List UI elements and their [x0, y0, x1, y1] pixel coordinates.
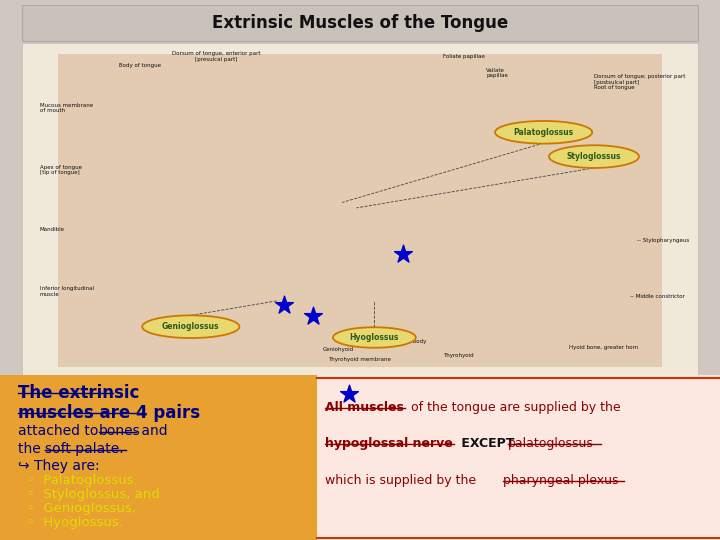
Text: Styloglossus: Styloglossus: [567, 152, 621, 161]
Point: [397, 249, 409, 258]
Text: Inferior longitudinal
muscle: Inferior longitudinal muscle: [40, 286, 94, 297]
Text: Dorsum of tongue; posterior part
[postsulcal part]
Root of tongue: Dorsum of tongue; posterior part [postsu…: [594, 74, 685, 90]
Text: ◦  Palatoglossus.: ◦ Palatoglossus.: [27, 474, 138, 487]
Text: All muscles: All muscles: [325, 401, 405, 414]
Text: EXCEPT: EXCEPT: [457, 437, 519, 450]
Point: [279, 301, 290, 309]
Text: ◦  Styloglossus, and: ◦ Styloglossus, and: [27, 488, 160, 501]
Text: Hyoglossus: Hyoglossus: [350, 333, 399, 342]
Text: Thyrohyoid membrane: Thyrohyoid membrane: [328, 357, 390, 362]
Text: Genioglossus: Genioglossus: [162, 322, 220, 331]
FancyBboxPatch shape: [58, 54, 662, 367]
Text: Mandible: Mandible: [40, 227, 65, 232]
Text: Apex of tongue
[tip of tongue]: Apex of tongue [tip of tongue]: [40, 165, 81, 176]
Point: [343, 390, 355, 399]
Text: Dorsum of tongue, anterior part
[presulcal part]: Dorsum of tongue, anterior part [presulc…: [172, 51, 260, 62]
Text: Hyoid bone, body: Hyoid bone, body: [378, 339, 426, 344]
Text: ↪ They are:: ↪ They are:: [18, 459, 99, 473]
Text: Extrinsic Muscles of the Tongue: Extrinsic Muscles of the Tongue: [212, 14, 508, 32]
Ellipse shape: [333, 327, 416, 348]
Text: Geniohyoid: Geniohyoid: [323, 347, 354, 353]
Text: The extrinsic: The extrinsic: [18, 384, 140, 402]
Point: [307, 312, 319, 320]
Text: bones: bones: [99, 424, 140, 438]
Text: Hyoid bone, greater horn: Hyoid bone, greater horn: [569, 345, 638, 350]
Text: Vallate
papillae: Vallate papillae: [486, 68, 508, 78]
Text: -- Middle constrictor: -- Middle constrictor: [630, 294, 685, 300]
Text: Mucous membrane
of mouth: Mucous membrane of mouth: [40, 103, 93, 113]
Ellipse shape: [549, 145, 639, 168]
Text: which is supplied by the: which is supplied by the: [325, 474, 480, 487]
Ellipse shape: [143, 315, 239, 338]
Text: soft palate.: soft palate.: [45, 442, 123, 456]
Text: and: and: [137, 424, 168, 438]
Text: attached to: attached to: [18, 424, 103, 438]
Text: pharyngeal plexus: pharyngeal plexus: [503, 474, 618, 487]
Text: Body of tongue: Body of tongue: [120, 63, 161, 69]
FancyBboxPatch shape: [0, 375, 317, 540]
Text: ◦  Genioglossus,: ◦ Genioglossus,: [27, 502, 136, 515]
Ellipse shape: [495, 121, 593, 144]
Text: Foliate papillae: Foliate papillae: [443, 54, 485, 59]
Text: palatoglossus: palatoglossus: [508, 437, 593, 450]
FancyBboxPatch shape: [22, 43, 698, 375]
Text: of the tongue are supplied by the: of the tongue are supplied by the: [407, 401, 621, 414]
Text: hypoglossal nerve: hypoglossal nerve: [325, 437, 453, 450]
FancyBboxPatch shape: [22, 5, 698, 40]
FancyBboxPatch shape: [317, 375, 720, 540]
Text: Thyrohyoid: Thyrohyoid: [443, 353, 474, 358]
Text: ◦  Hyoglossus.: ◦ Hyoglossus.: [27, 516, 123, 529]
Text: the: the: [18, 442, 45, 456]
Text: muscles are 4 pairs: muscles are 4 pairs: [18, 404, 200, 422]
Text: -- Stylopharyngeus: -- Stylopharyngeus: [637, 238, 690, 243]
Text: Palatoglossus: Palatoglossus: [513, 128, 574, 137]
